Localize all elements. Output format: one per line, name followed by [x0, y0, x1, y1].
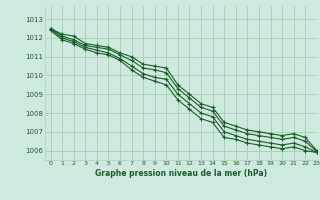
- X-axis label: Graphe pression niveau de la mer (hPa): Graphe pression niveau de la mer (hPa): [95, 169, 267, 178]
